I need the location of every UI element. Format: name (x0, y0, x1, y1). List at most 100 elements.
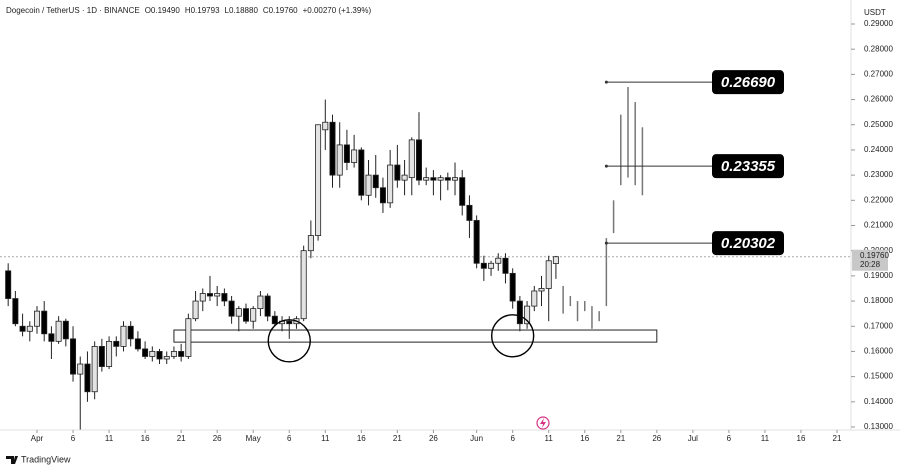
candle-body (41, 310, 48, 335)
x-tick-label: 6 (287, 434, 292, 443)
x-tick-label: 6 (510, 434, 515, 443)
x-tick-label: 11 (105, 434, 114, 443)
target-label: 0.26690 (721, 74, 776, 91)
candle-body (401, 174, 408, 181)
candle-body (488, 262, 495, 269)
candle-body (178, 351, 185, 357)
header: Dogecoin / TetherUS · 1D · BINANCE O0.194… (6, 6, 376, 15)
candle-body (214, 293, 221, 297)
candle-body (243, 308, 250, 322)
x-tick-label: Apr (31, 434, 44, 443)
target-anchor (604, 241, 608, 245)
x-tick-label: 21 (177, 434, 186, 443)
candle-body (372, 174, 379, 189)
candle-body (48, 333, 55, 342)
candle-body (307, 235, 314, 252)
candle-body (509, 272, 516, 302)
candle-body (552, 256, 559, 264)
candle-body (365, 174, 372, 196)
candle-body (228, 300, 235, 317)
x-tick-label: Jul (688, 434, 698, 443)
candle-body (55, 320, 62, 342)
candle-body (199, 293, 206, 302)
y-tick-label: 0.25000 (864, 120, 893, 129)
candle-body (12, 298, 19, 325)
candle-body (34, 310, 41, 327)
candle-body (516, 300, 523, 325)
candle-body (26, 325, 33, 332)
x-tick-label: 21 (393, 434, 402, 443)
candle-body (351, 149, 358, 163)
x-tick-label: Jun (470, 434, 483, 443)
candle-body (170, 351, 177, 357)
x-tick-label: May (246, 434, 261, 443)
candle-body (250, 308, 257, 322)
x-tick-label: 11 (761, 434, 770, 443)
candle-body (524, 305, 531, 325)
candle-body (329, 121, 336, 176)
x-tick-label: 21 (616, 434, 625, 443)
y-tick-label: 0.14000 (864, 397, 893, 406)
support-zone (173, 329, 658, 343)
ohlc-value: O0.19490 (144, 6, 180, 15)
candle-body (77, 363, 84, 375)
x-tick-label: 26 (429, 434, 438, 443)
y-tick-label: 0.19000 (864, 271, 893, 280)
candle-body (437, 177, 444, 181)
candle-body (5, 270, 12, 299)
candle-body (336, 144, 343, 176)
candle-body (322, 121, 329, 131)
candle-body (358, 149, 365, 196)
y-tick-label: 0.27000 (864, 69, 893, 78)
y-tick-label: 0.29000 (864, 19, 893, 28)
x-tick-label: 21 (833, 434, 842, 443)
candle-body (444, 177, 451, 181)
highlight-circle (267, 319, 311, 363)
candle-body (286, 320, 293, 325)
target-label-box (712, 154, 784, 179)
candle-body (62, 320, 69, 340)
x-tick-label: 11 (545, 434, 554, 443)
target-label: 0.20302 (721, 235, 776, 252)
y-tick-label: 0.26000 (864, 95, 893, 104)
candle-body (149, 351, 156, 357)
candle-body (466, 204, 473, 221)
candle-body (70, 338, 77, 375)
candle-body (394, 164, 401, 181)
y-tick-label: 0.24000 (864, 145, 893, 154)
y-tick-label: 0.18000 (864, 296, 893, 305)
ohlc-value: H0.19793 (184, 6, 220, 15)
candle-body (343, 144, 350, 163)
candle-body (113, 340, 120, 347)
x-tick-label: 6 (71, 434, 76, 443)
y-tick-label: 0.15000 (864, 372, 893, 381)
candle-body (185, 318, 192, 357)
candle-body (163, 356, 170, 360)
candle-body (502, 257, 509, 274)
x-tick-label: 6 (727, 434, 732, 443)
x-tick-label: 11 (321, 434, 330, 443)
x-tick-label: 16 (797, 434, 806, 443)
candle-body (106, 340, 113, 367)
y-axis-label: USDT (864, 8, 886, 17)
brand-logo (6, 456, 18, 464)
candle-body (545, 260, 552, 289)
candle-body (98, 345, 105, 367)
candle-body (156, 351, 163, 360)
target-label-box (712, 70, 784, 95)
target-label-box (712, 231, 784, 256)
candle-body (531, 290, 538, 307)
candle-body (459, 177, 466, 206)
x-tick-label: 26 (652, 434, 661, 443)
current-price-box (852, 249, 888, 271)
y-tick-label: 0.22000 (864, 195, 893, 204)
candle-body (495, 257, 502, 264)
candle-body (19, 325, 26, 332)
candle-body (415, 139, 422, 181)
symbol-title: Dogecoin / TetherUS · 1D · BINANCE (6, 6, 140, 15)
candle-body (387, 164, 394, 204)
y-tick-label: 0.21000 (864, 221, 893, 230)
candle-body (221, 293, 228, 302)
